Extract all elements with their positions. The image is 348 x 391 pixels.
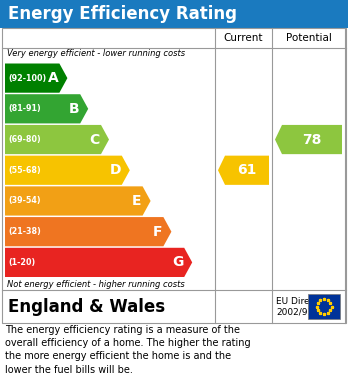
Polygon shape: [5, 63, 68, 93]
Text: C: C: [90, 133, 100, 147]
Text: Potential: Potential: [286, 33, 331, 43]
Polygon shape: [5, 156, 130, 185]
Text: (92-100): (92-100): [8, 74, 46, 83]
Text: F: F: [153, 225, 163, 239]
Text: (69-80): (69-80): [8, 135, 41, 144]
Text: 61: 61: [237, 163, 256, 177]
Polygon shape: [5, 125, 109, 154]
Text: 78: 78: [302, 133, 321, 147]
Text: B: B: [69, 102, 79, 116]
Text: A: A: [48, 71, 58, 85]
Text: (39-54): (39-54): [8, 196, 41, 205]
Bar: [308, 294, 340, 319]
Text: (81-91): (81-91): [8, 104, 41, 113]
Text: EU Directive
2002/91/EC: EU Directive 2002/91/EC: [276, 297, 332, 316]
Text: England & Wales: England & Wales: [8, 298, 165, 316]
Text: (1-20): (1-20): [8, 258, 35, 267]
Polygon shape: [218, 156, 269, 185]
Polygon shape: [5, 248, 192, 277]
Text: G: G: [172, 255, 183, 269]
Text: (55-68): (55-68): [8, 166, 41, 175]
Text: D: D: [109, 163, 121, 177]
Text: E: E: [132, 194, 142, 208]
Text: Not energy efficient - higher running costs: Not energy efficient - higher running co…: [7, 280, 185, 289]
Text: Energy Efficiency Rating: Energy Efficiency Rating: [8, 5, 237, 23]
Polygon shape: [5, 94, 88, 124]
Bar: [0, 0, 348, 28]
Text: Current: Current: [224, 33, 263, 43]
Text: The energy efficiency rating is a measure of the
overall efficiency of a home. T: The energy efficiency rating is a measur…: [5, 325, 251, 375]
Polygon shape: [5, 217, 172, 246]
Polygon shape: [5, 187, 151, 215]
Text: (21-38): (21-38): [8, 227, 41, 236]
Text: Very energy efficient - lower running costs: Very energy efficient - lower running co…: [7, 49, 185, 58]
Bar: [2, 28, 346, 323]
Polygon shape: [275, 125, 342, 154]
